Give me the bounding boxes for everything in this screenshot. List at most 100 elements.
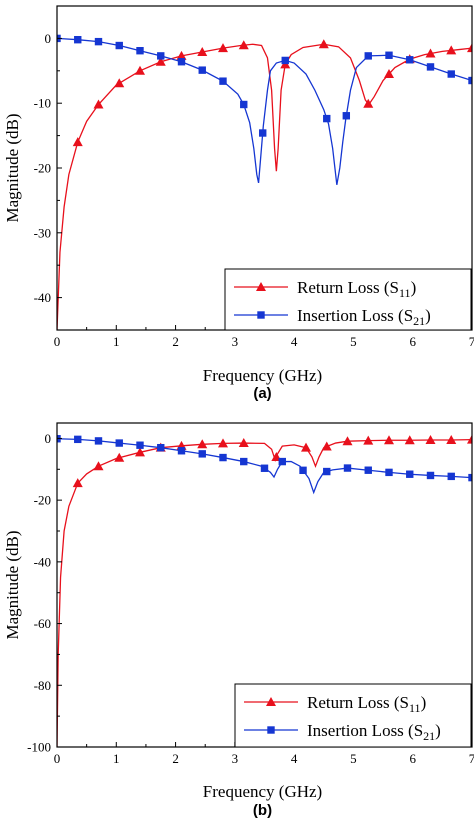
return-loss-marker: [218, 438, 228, 448]
x-tick-label: 0: [54, 334, 61, 349]
x-tick-label: 6: [409, 334, 416, 349]
y-tick-label: 0: [45, 431, 52, 446]
insertion-loss-legend-marker: [257, 311, 265, 319]
insertion-loss-marker: [278, 457, 286, 466]
insertion-loss-marker: [260, 464, 269, 472]
return-loss-marker: [197, 47, 208, 57]
x-tick-label: 2: [172, 751, 179, 766]
return-loss-marker: [384, 435, 394, 445]
y-tick-label: -40: [34, 290, 51, 305]
insertion-loss-legend-label: Insertion Loss (S21): [307, 721, 441, 743]
x-tick-label: 1: [113, 334, 120, 349]
insertion-loss-marker: [198, 450, 206, 458]
return-loss-marker: [446, 434, 457, 444]
x-tick-label: 3: [232, 751, 239, 766]
insertion-loss-line: [57, 37, 472, 185]
insertion-loss-marker: [240, 457, 248, 466]
legend-box: [224, 268, 472, 331]
insertion-loss-marker: [240, 100, 248, 109]
y-tick-label: -30: [34, 225, 51, 240]
insertion-loss-marker: [198, 66, 206, 74]
insertion-loss-legend-marker: [267, 726, 275, 734]
y-tick-label: -100: [27, 740, 51, 755]
return-loss-legend-marker: [256, 282, 266, 291]
insertion-loss-marker: [74, 435, 82, 444]
insertion-loss-marker: [259, 129, 267, 137]
return-loss-marker: [467, 43, 472, 53]
x-tick-label: 3: [232, 334, 239, 349]
insertion-loss-marker: [343, 464, 352, 472]
return-loss-marker: [318, 39, 329, 49]
return-loss-marker: [301, 442, 311, 452]
insertion-loss-marker: [323, 114, 331, 123]
insertion-loss-marker: [406, 56, 414, 64]
legend-box: [234, 683, 472, 748]
insertion-loss-marker: [177, 58, 186, 66]
x-tick-label: 4: [291, 751, 298, 766]
insertion-loss-marker: [157, 443, 165, 452]
x-tick-label: 6: [409, 751, 416, 766]
return-loss-marker: [238, 438, 249, 448]
return-loss-marker: [238, 40, 249, 50]
return-loss-marker: [72, 137, 83, 147]
panel-label: (b): [253, 802, 272, 819]
return-loss-legend-label: Return Loss (S11): [297, 278, 416, 300]
insertion-loss-markers: [57, 435, 472, 482]
insertion-loss-marker: [94, 437, 103, 445]
x-axis-label: Frequency (GHz): [203, 782, 322, 801]
y-tick-label: -80: [34, 678, 51, 693]
y-tick-label: -20: [34, 161, 51, 176]
insertion-loss-marker: [299, 466, 307, 475]
x-tick-label: 7: [469, 751, 474, 766]
return-loss-marker: [467, 434, 472, 444]
insertion-loss-marker: [385, 51, 393, 59]
insertion-loss-marker: [323, 467, 331, 476]
return-loss-line: [57, 43, 472, 330]
chart-panel-b: 0 1 2 3 4 5 6 7 -100 -80 -60 -40 -20 0 Frequency (GHz)…: [3, 422, 474, 819]
insertion-loss-marker: [115, 439, 123, 447]
return-loss-marker: [197, 439, 208, 449]
insertion-loss-marker: [115, 41, 123, 50]
insertion-loss-marker: [468, 473, 472, 482]
insertion-loss-marker: [447, 70, 455, 78]
legend: Return Loss (S11) Insertion Loss (S21): [234, 683, 472, 748]
insertion-loss-marker: [364, 52, 372, 60]
insertion-loss-marker: [342, 112, 351, 120]
insertion-loss-marker: [74, 35, 82, 44]
return-loss-marker: [425, 434, 436, 444]
insertion-loss-marker: [468, 76, 472, 85]
x-tick-label: 0: [54, 751, 61, 766]
return-loss-marker: [93, 99, 104, 109]
y-axis-label: Magnitude (dB): [3, 113, 22, 222]
return-loss-marker: [72, 478, 83, 488]
x-tick-label: 4: [291, 334, 298, 349]
return-loss-marker: [93, 461, 104, 471]
chart-panel-a: 0 1 2 3 4 5 6 7 -40 -30 -20 -10 0 Frequency (GHz) Magn…: [3, 5, 474, 402]
return-loss-marker: [363, 98, 374, 108]
x-tick-label: 5: [350, 334, 357, 349]
insertion-loss-marker: [447, 472, 455, 481]
insertion-loss-marker: [426, 63, 435, 71]
insertion-loss-marker: [136, 47, 144, 55]
x-tick-label: 1: [113, 751, 120, 766]
return-loss-marker: [425, 48, 436, 58]
return-loss-marker: [218, 43, 228, 53]
insertion-loss-marker: [157, 52, 165, 60]
y-tick-label: -20: [34, 493, 51, 508]
insertion-loss-marker: [219, 77, 227, 85]
return-loss-marker: [404, 435, 415, 445]
insertion-loss-markers: [57, 34, 472, 137]
insertion-loss-legend-label: Insertion Loss (S21): [297, 306, 431, 328]
return-loss-marker: [342, 436, 353, 446]
return-loss-marker: [114, 452, 125, 462]
return-loss-marker: [135, 65, 145, 75]
return-loss-legend-label: Return Loss (S11): [307, 693, 426, 715]
return-loss-marker: [176, 50, 187, 60]
x-tick-label: 2: [172, 334, 179, 349]
insertion-loss-marker: [281, 56, 289, 65]
return-loss-marker: [155, 56, 166, 66]
return-loss-marker: [135, 447, 145, 457]
y-tick-label: -60: [34, 616, 51, 631]
y-axis-label: Magnitude (dB): [3, 530, 22, 639]
